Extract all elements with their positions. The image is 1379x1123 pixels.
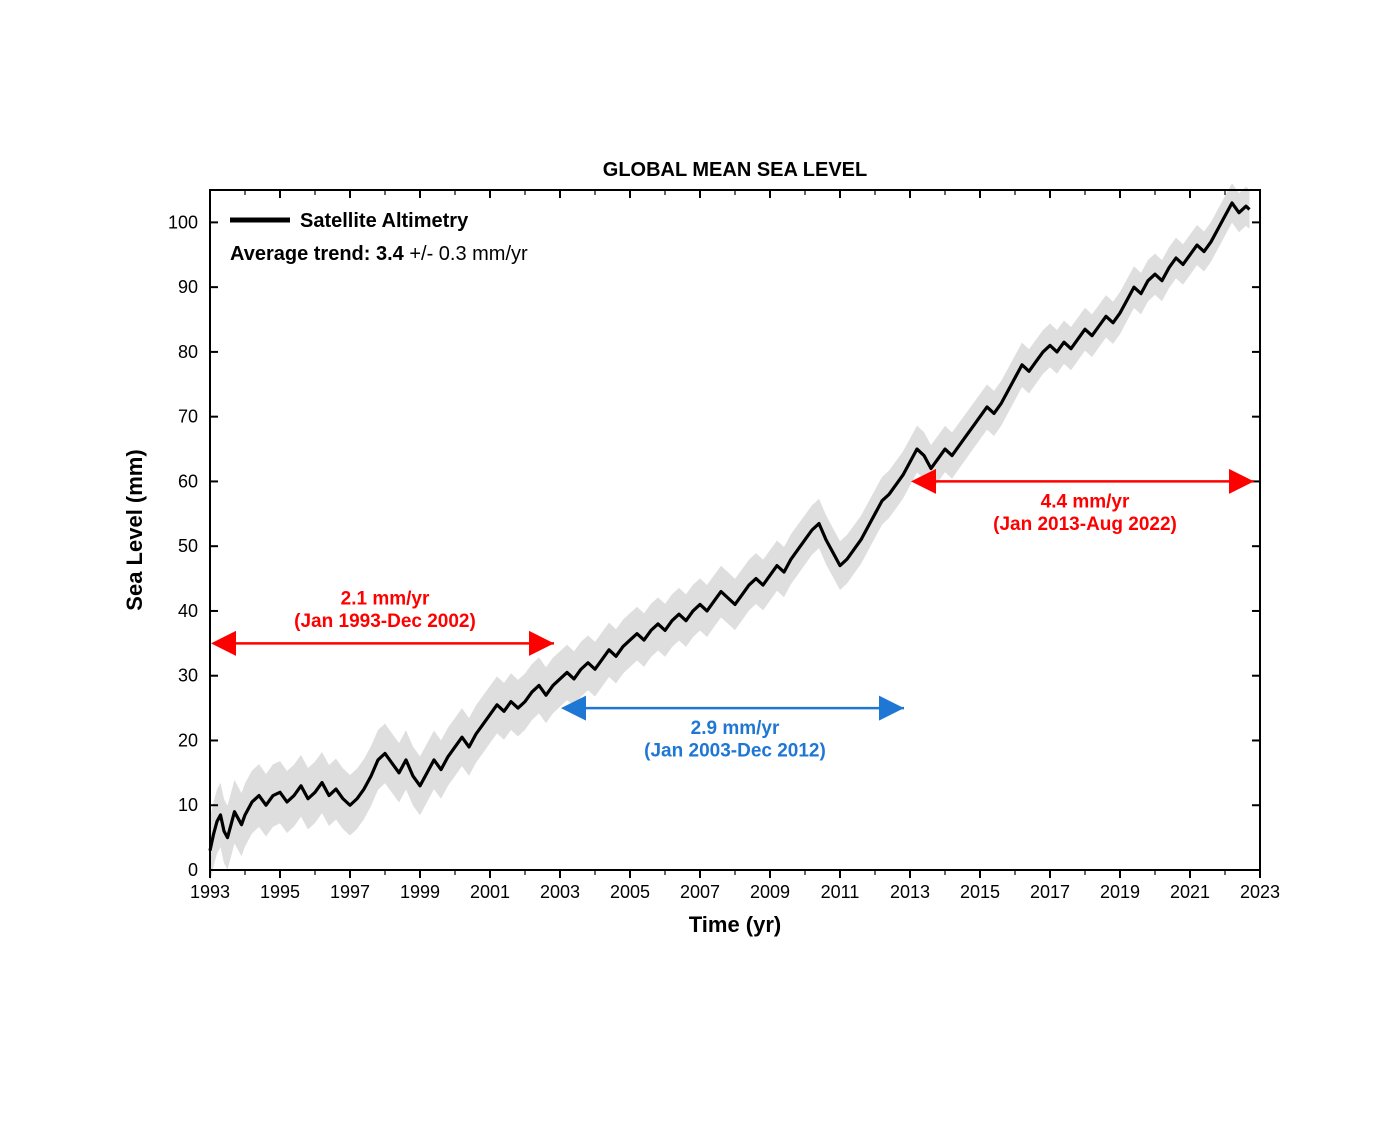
x-tick-label: 2011 [821, 882, 860, 902]
y-axis-label: Sea Level (mm) [122, 449, 147, 610]
y-tick-label: 20 [178, 730, 198, 750]
x-tick-label: 1995 [260, 882, 300, 902]
trend-label-period1-line1: 2.1 mm/yr [341, 588, 430, 609]
legend-label: Satellite Altimetry [300, 210, 469, 232]
x-tick-label: 2003 [540, 882, 580, 902]
x-tick-label: 2009 [750, 882, 790, 902]
y-tick-label: 50 [178, 536, 198, 556]
trend-label-period2-line2: (Jan 2003-Dec 2012) [644, 741, 826, 762]
y-tick-label: 0 [188, 860, 198, 880]
y-tick-label: 70 [178, 407, 198, 427]
sea-level-chart: 1993 1995 1997 1999 2001 2003 2005 2007 2009 2011… [90, 150, 1290, 970]
average-trend-text: Average trend: 3.4 +/- 0.3 mm/yr [230, 243, 528, 265]
y-tick-label: 10 [178, 795, 198, 815]
trend-label-period2-line1: 2.9 mm/yr [691, 718, 780, 739]
y-tick-label: 60 [178, 471, 198, 491]
x-tick-label: 1999 [400, 882, 440, 902]
y-tick-label: 100 [168, 212, 198, 232]
x-tick-label: 2017 [1030, 882, 1070, 902]
x-tick-label: 2019 [1100, 882, 1140, 902]
y-tick-label: 40 [178, 601, 198, 621]
x-tick-label: 2005 [610, 882, 650, 902]
x-tick-label: 1997 [330, 882, 370, 902]
y-tick-label: 80 [178, 342, 198, 362]
x-tick-label: 2021 [1170, 882, 1210, 902]
chart-title: GLOBAL MEAN SEA LEVEL [603, 159, 867, 181]
x-tick-label: 2007 [680, 882, 720, 902]
x-tick-label: 2013 [890, 882, 930, 902]
trend-label-period3-line1: 4.4 mm/yr [1041, 491, 1130, 512]
trend-label-period3-line2: (Jan 2013-Aug 2022) [993, 514, 1177, 535]
x-tick-label: 2023 [1240, 882, 1280, 902]
y-tick-label: 90 [178, 277, 198, 297]
x-tick-label: 2015 [960, 882, 1000, 902]
trend-label-period1-line2: (Jan 1993-Dec 2002) [294, 611, 476, 632]
y-tick-label: 30 [178, 666, 198, 686]
x-axis-label: Time (yr) [689, 912, 782, 937]
x-tick-label: 2001 [470, 882, 510, 902]
x-tick-label: 1993 [190, 882, 230, 902]
